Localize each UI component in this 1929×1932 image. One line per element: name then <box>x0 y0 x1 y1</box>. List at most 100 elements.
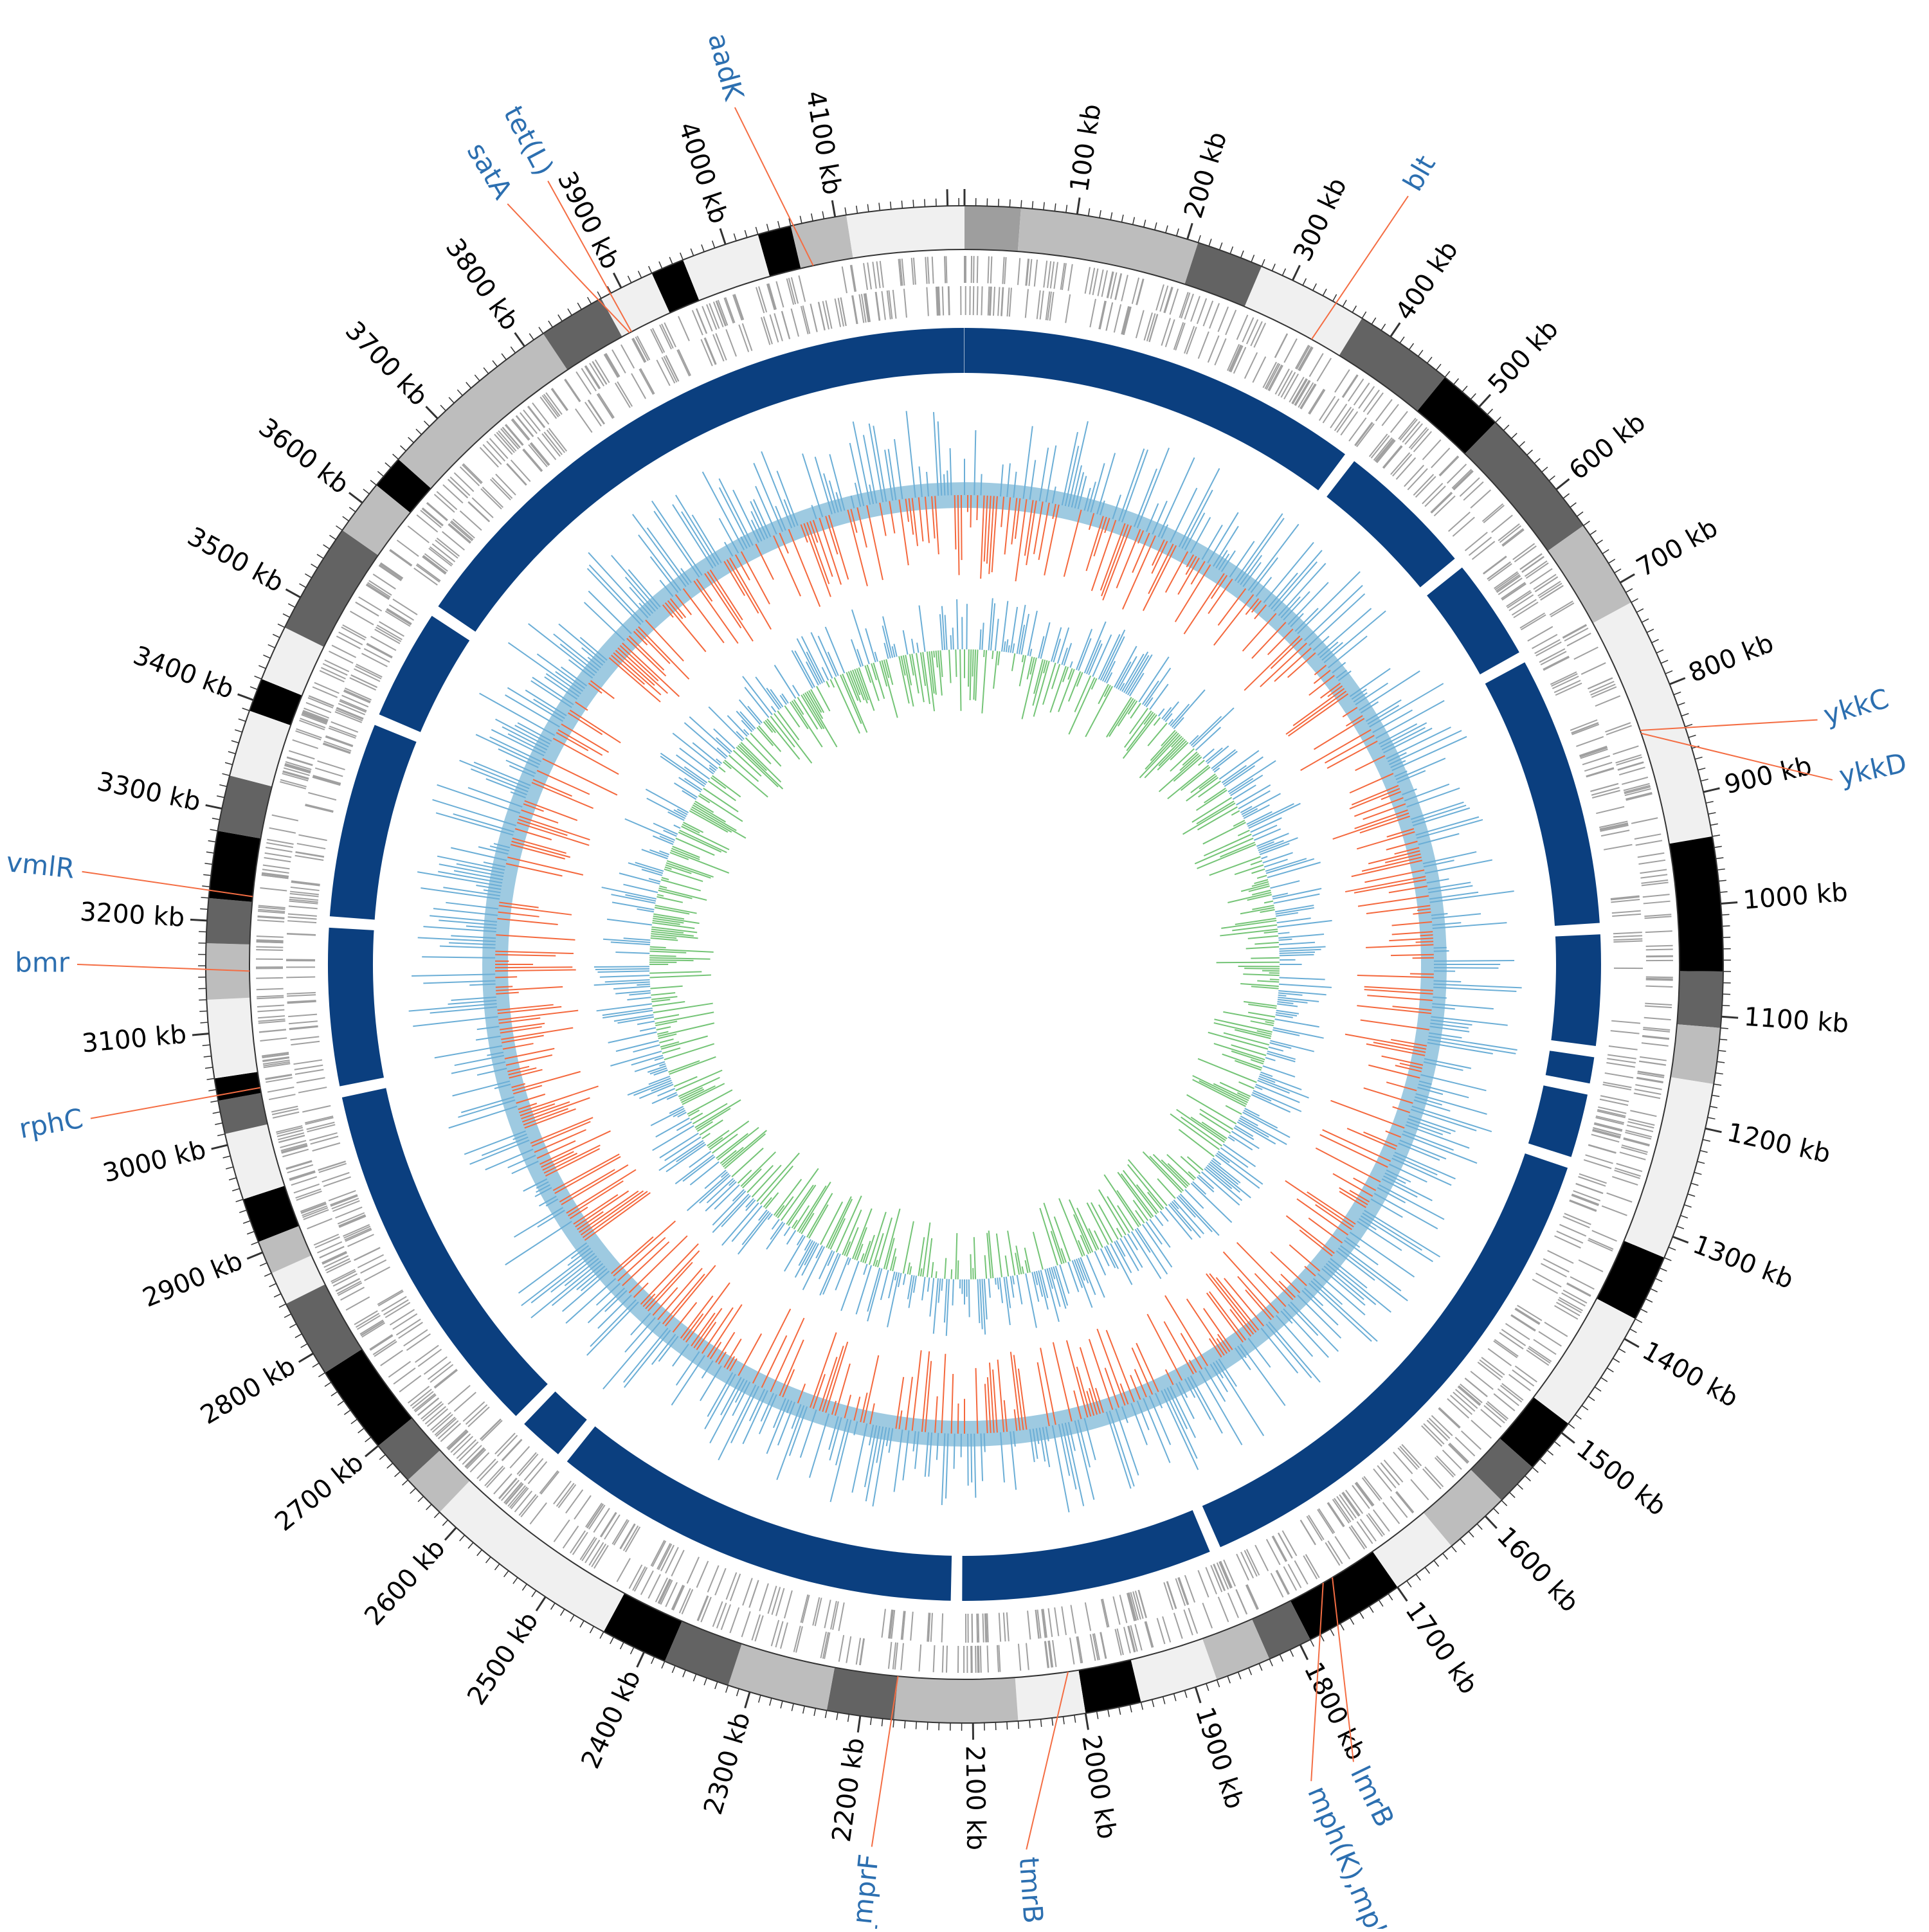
orf-tick <box>1175 323 1185 350</box>
gc-skew-bar <box>680 830 727 853</box>
gc-skew-bar <box>973 649 974 676</box>
gc-skew-bar <box>766 1223 784 1249</box>
scale-label: 1600 kb <box>1491 1521 1584 1618</box>
gc-skew-bar <box>805 692 837 746</box>
orf-tick <box>999 1645 1000 1672</box>
scale-tick <box>284 1314 291 1318</box>
gc-skew-bar <box>652 1092 676 1103</box>
orf-tick <box>312 1143 340 1151</box>
gc-skew-bar <box>938 1279 940 1303</box>
orf-tick <box>448 1386 470 1404</box>
scale-tick <box>475 375 480 381</box>
scale-tick <box>395 1472 401 1477</box>
gc-skew-bar <box>629 993 651 995</box>
orf-tick <box>462 465 482 484</box>
gc-skew-bar <box>1117 1228 1122 1237</box>
orf-tick <box>256 947 283 948</box>
scale-tick <box>1462 386 1467 392</box>
gc-content-bar <box>587 1302 638 1355</box>
gc-content-bar <box>671 1355 705 1405</box>
gc-content-bar <box>1204 1308 1233 1350</box>
gc-content-bar <box>1243 613 1276 651</box>
scale-tick <box>403 1480 408 1485</box>
scale-tick <box>1664 1258 1671 1261</box>
orf-tick <box>354 1311 377 1324</box>
gc-skew-bar <box>1125 711 1152 748</box>
orf-tick <box>882 1609 885 1638</box>
gc-skew-bar <box>1132 1232 1161 1279</box>
orf-tick <box>309 1133 337 1141</box>
scale-tick <box>1527 450 1533 455</box>
orf-tick <box>257 920 284 922</box>
gc-content-bar <box>560 644 597 673</box>
gc-content-bar <box>703 472 745 550</box>
scale-tick <box>1471 393 1476 399</box>
gc-skew-bar <box>1058 669 1074 712</box>
scale-tick <box>683 1670 685 1677</box>
scale-tick <box>1590 530 1597 535</box>
gc-skew-bar <box>1217 962 1280 963</box>
orf-tick <box>1306 1555 1319 1578</box>
scale-tick <box>1547 1450 1553 1456</box>
orf-tick <box>329 727 356 737</box>
gc-content-bar <box>1053 1425 1069 1512</box>
orf-tick <box>1108 272 1114 298</box>
scale-tick <box>1198 235 1200 242</box>
gc-skew-bar <box>957 599 958 649</box>
scale-tick <box>669 257 673 264</box>
scale-tick <box>1519 442 1525 447</box>
orf-tick <box>386 609 411 625</box>
orf-tick <box>361 1322 384 1336</box>
gc-content-bar <box>1395 1152 1456 1178</box>
orf-tick <box>285 764 311 772</box>
orf-tick <box>1156 284 1164 310</box>
orf-tick <box>1595 696 1620 706</box>
scale-tick <box>493 361 497 366</box>
orf-tick <box>373 574 395 589</box>
gc-content-bar <box>907 411 916 498</box>
scale-tick <box>260 1263 267 1266</box>
orf-tick <box>1449 512 1471 532</box>
orf-tick <box>308 698 333 708</box>
scale-tick <box>1379 1600 1383 1607</box>
scale-tick <box>1241 251 1244 258</box>
gc-content-bar <box>539 1131 610 1164</box>
gc-skew-bar <box>980 629 981 650</box>
orf-tick <box>928 257 929 284</box>
orf-tick <box>1576 737 1603 746</box>
gc-skew-bar <box>709 765 716 770</box>
orf-tick <box>1612 914 1641 916</box>
orf-tick <box>1028 1611 1030 1639</box>
gc-skew-bar <box>1030 649 1031 656</box>
orf-tick <box>1236 1554 1249 1580</box>
scale-tick <box>1554 1441 1560 1447</box>
scale-tick <box>726 1685 729 1692</box>
scale-label: 800 kb <box>1685 628 1778 689</box>
gc-skew-bar <box>680 1088 703 1099</box>
orf-tick <box>1431 493 1452 513</box>
gc-content-bar <box>1214 595 1254 646</box>
scale-tick <box>299 584 305 588</box>
orf-tick <box>291 1042 320 1045</box>
gc-skew-bar <box>1280 950 1321 952</box>
scale-tick <box>504 1571 509 1577</box>
scale-tick <box>1479 395 1490 407</box>
gc-content-bar <box>1410 974 1434 975</box>
gc-skew-bar <box>1223 1144 1255 1167</box>
gc-skew-bar <box>1239 1082 1254 1088</box>
orf-tick <box>975 1646 976 1673</box>
gc-skew-bar <box>651 1000 670 1002</box>
orf-tick <box>914 258 916 285</box>
gc-content-bar <box>624 1330 671 1387</box>
orf-tick <box>1453 517 1474 536</box>
gc-skew-bar <box>649 971 702 973</box>
orf-tick <box>501 429 518 449</box>
orf-tick <box>1572 725 1599 735</box>
gc-skew-bar <box>757 1153 799 1201</box>
gc-skew-bar <box>682 1086 716 1103</box>
orf-tick <box>1123 307 1130 335</box>
gc-skew-bar <box>1101 630 1125 680</box>
scale-tick <box>1540 1459 1546 1464</box>
gc-content-bar <box>1326 1263 1375 1305</box>
gc-skew-bar <box>865 1235 874 1263</box>
